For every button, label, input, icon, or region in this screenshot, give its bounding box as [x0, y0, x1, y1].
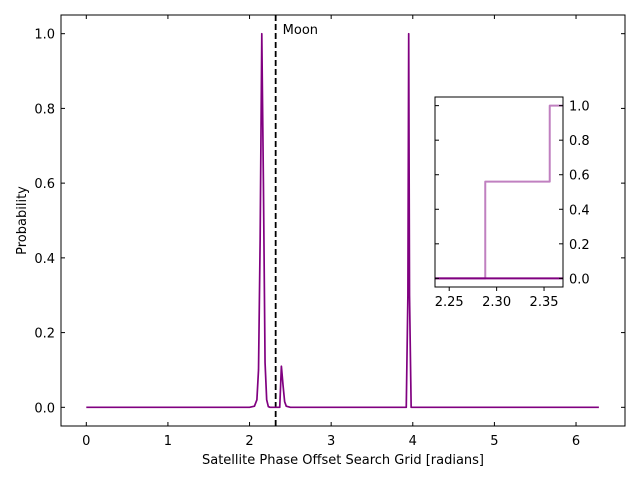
- x-tick-label: 1: [164, 434, 172, 449]
- inset-axes-frame: [434, 96, 564, 288]
- x-tick-label: 2: [245, 434, 253, 449]
- y-axis-label: Probability: [15, 186, 30, 255]
- inset-plot: 2.25 2.30 2.35 0.0 0.2 0.4 0.6 0.8 1.0: [434, 96, 590, 310]
- inset-y-tick-label: 0.4: [569, 203, 590, 218]
- y-tick-label: 0.2: [34, 327, 55, 342]
- x-tick-label: 0: [82, 434, 90, 449]
- inset-background: [435, 97, 563, 287]
- inset-y-tick-label: 0.2: [569, 238, 590, 253]
- inset-y-tick-label: 0.8: [569, 134, 590, 149]
- y-tick-label: 0.6: [34, 177, 55, 192]
- inset-y-tick-label: 0.0: [569, 272, 590, 287]
- x-tick-label: 4: [409, 434, 417, 449]
- x-axis-label: Satellite Phase Offset Search Grid [radi…: [202, 453, 484, 468]
- x-tick-label: 3: [327, 434, 335, 449]
- y-tick-label: 1.0: [34, 28, 55, 43]
- x-tick-label: 6: [572, 434, 580, 449]
- y-tick-label: 0.0: [34, 401, 55, 416]
- moon-label: Moon: [283, 23, 318, 38]
- inset-x-tick-label: 2.30: [482, 295, 511, 310]
- inset-y-tick-label: 1.0: [569, 100, 590, 115]
- inset-x-tick-label: 2.35: [530, 295, 559, 310]
- y-tick-label: 0.8: [34, 102, 55, 117]
- inset-x-tick-label: 2.25: [435, 295, 464, 310]
- inset-y-tick-label: 0.6: [569, 169, 590, 184]
- axes-frame: [60, 14, 626, 427]
- series-probability: [86, 32, 599, 409]
- y-tick-label: 0.4: [34, 252, 55, 267]
- main-plot: Moon 0 1 2 3 4 5 6 0.0 0.2 0.4 0.6 0.8 1.0 Satellite P…: [15, 14, 626, 468]
- x-tick-label: 5: [490, 434, 498, 449]
